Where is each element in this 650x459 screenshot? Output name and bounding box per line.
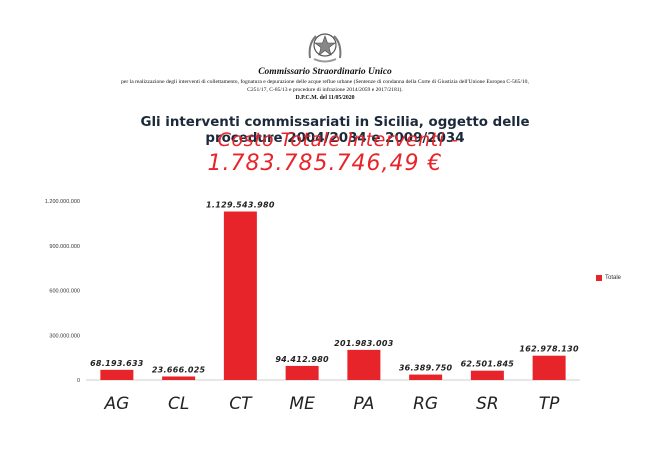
- bar-tp: [532, 355, 566, 380]
- bar-rg: [409, 374, 443, 380]
- bar-ag: [100, 369, 134, 380]
- data-label: 36.389.750: [399, 364, 453, 373]
- x-tick-label: CT: [229, 394, 253, 414]
- x-tick-label: CL: [168, 394, 189, 414]
- data-label: 23.666.025: [152, 365, 206, 374]
- legend-label: Totale: [605, 275, 622, 281]
- y-tick-label: 600.000.000: [49, 289, 80, 295]
- decree-reference: D.P.C.M. del 11/05/2020: [295, 95, 355, 101]
- overlay-total-value: 1.783.785.746,49 €: [207, 151, 443, 176]
- data-label: 62.501.845: [461, 360, 515, 369]
- data-label: 1.129.543.980: [206, 201, 275, 210]
- chart-title: Gli interventi commissariati in Sicilia,…: [140, 115, 530, 146]
- overlay-total-label: Costo Totale Interventi -: [217, 129, 459, 151]
- x-tick-label: RG: [413, 394, 438, 414]
- x-tick-label: TP: [539, 394, 560, 414]
- x-tick-label: AG: [103, 394, 129, 414]
- bar-pa: [347, 349, 381, 380]
- bar-cl: [162, 376, 196, 380]
- bar-ct: [223, 211, 257, 380]
- x-tick-label: PA: [353, 394, 374, 414]
- data-label: 68.193.633: [90, 359, 144, 368]
- data-label: 162.978.130: [519, 345, 579, 354]
- legend-swatch: [596, 275, 602, 281]
- org-description: per la realizzazione degli interventi di…: [121, 79, 529, 93]
- org-title: Commissario Straordinario Unico: [258, 67, 392, 77]
- chart-legend: Totale: [596, 275, 621, 281]
- header: Commissario Straordinario Unico per la r…: [0, 66, 650, 102]
- bar-sr: [470, 370, 504, 380]
- x-tick-label: SR: [476, 394, 499, 414]
- data-label: 94.412.980: [275, 355, 329, 364]
- x-tick-label: ME: [289, 394, 315, 414]
- y-tick-label: 0: [77, 378, 80, 384]
- data-label: 201.983.003: [334, 339, 394, 348]
- y-tick-label: 300.000.000: [49, 333, 80, 339]
- bar-me: [285, 365, 319, 380]
- emblem-icon: [308, 33, 342, 63]
- y-tick-label: 900.000.000: [49, 244, 80, 250]
- y-tick-label: 1.200.000.000: [45, 199, 80, 205]
